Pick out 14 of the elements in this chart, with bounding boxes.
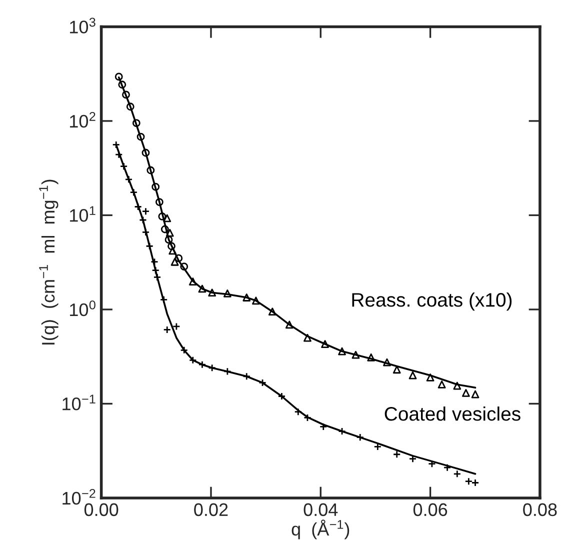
y-axis-title: I(q) (cm$^{−1}$ ml mg$^{−1}$) — [39, 180, 58, 344]
y-tick-label: 10$^{2}$ — [70, 112, 96, 128]
x-tick-label: 0.02 — [194, 503, 228, 516]
series-label: Coated vesicles — [384, 406, 520, 421]
y-tick-label: 10$^{−1}$ — [62, 394, 96, 410]
x-tick-label: 0.04 — [304, 503, 338, 516]
y-tick-label: 10$^{0}$ — [70, 300, 96, 316]
x-axis-title: q (Å$^{−1}$) — [292, 520, 350, 540]
x-tick-label: 0.06 — [413, 503, 448, 516]
y-tick-label: 10$^{3}$ — [70, 18, 96, 34]
x-tick-label: 0.08 — [523, 503, 557, 516]
x-tick-label: 0.00 — [84, 503, 118, 516]
text: Reass. coats (x10) — [352, 292, 512, 311]
y-tick-label: 10$^{1}$ — [70, 206, 96, 222]
